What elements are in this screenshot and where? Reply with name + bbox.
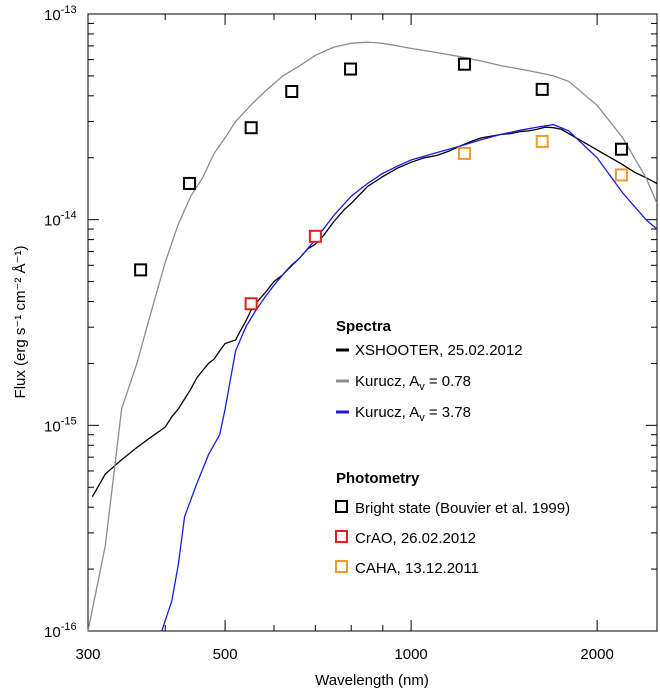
legend-photometry-title: Photometry [336,470,420,487]
y-tick-label: 10-13 [44,4,77,24]
plot-frame [87,13,658,632]
tick-labels: 300 500 1000 2000 10-16 10-15 10-14 10-13 [44,4,614,663]
photometry-point-2 [457,146,471,160]
photometry-point-0 [344,62,358,76]
series-line-0 [91,126,658,498]
photometry-point-1 [244,297,258,311]
photometry-point-0 [535,82,549,96]
y-tick-label: 10-15 [44,415,77,435]
x-tick-label: 300 [75,646,100,663]
photometry-point-0 [457,57,471,71]
legend-spectra-entries: XSHOOTER, 25.02.2012 Kurucz, Av = 0.78 Kur… [336,342,523,424]
legend-photometry-label-0: Bright state (Bouvier et al. 1999) [355,500,570,517]
legend-marker-0 [335,500,348,513]
x-tick-label: 500 [213,646,238,663]
photometry-layer [134,57,628,311]
photometry-point-0 [134,263,148,277]
legend-marker-2 [335,560,348,573]
legend-label-2: Kurucz, Av = 3.78 [355,404,471,424]
y-tick-label: 10-14 [44,210,77,230]
series-line-1 [87,41,658,632]
legend-spectra-title: Spectra [336,318,392,335]
legend-label-1: Kurucz, Av = 0.78 [355,373,471,393]
x-tick-label: 2000 [580,646,613,663]
photometry-point-2 [535,134,549,148]
y-axis-title: Flux (erg s⁻¹ cm⁻² Å⁻¹) [12,246,29,399]
series-layer [87,41,658,632]
legend-photometry-entries: Bright state (Bouvier et al. 1999) CrAO, … [335,500,570,577]
series-line-2 [161,123,658,632]
axis-ticks [87,13,657,632]
legend-marker-1 [335,530,348,543]
legend-photometry-label-2: CAHA, 13.12.2011 [355,560,479,577]
photometry-point-0 [244,121,258,135]
photometry-point-2 [614,168,628,182]
x-axis-title: Wavelength (nm) [315,672,429,689]
x-tick-label: 1000 [394,646,427,663]
photometry-point-0 [183,176,197,190]
y-tick-label: 10-16 [44,621,77,641]
photometry-point-0 [285,84,299,98]
photometry-point-0 [614,142,628,156]
legend: Spectra XSHOOTER, 25.02.2012 Kurucz, Av =… [335,318,570,577]
photometry-point-1 [308,229,322,243]
legend-photometry-label-1: CrAO, 26.02.2012 [355,530,476,547]
legend-label-0: XSHOOTER, 25.02.2012 [355,342,523,359]
